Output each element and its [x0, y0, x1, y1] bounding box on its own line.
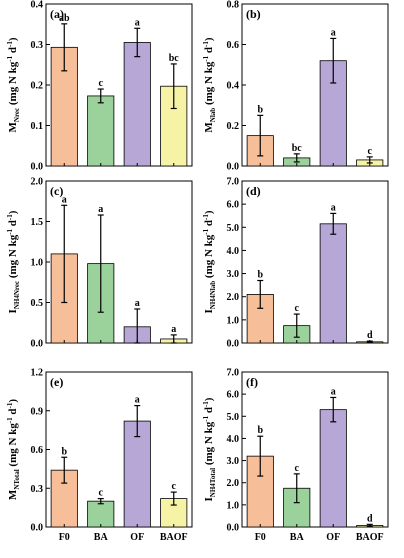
y-tick-label: 0.6 — [227, 40, 240, 51]
y-tick-label: 2.0 — [227, 478, 240, 489]
x-tick-label: F0 — [255, 532, 266, 543]
y-tick-label: 1.0 — [227, 500, 240, 511]
x-tick-label: BAOF — [160, 532, 188, 543]
significance-label: a — [331, 27, 336, 38]
x-tick-label: F0 — [59, 532, 70, 543]
panel-f: 0.0 1.0 2.0 3.0 4.0 5.0 6.0 7.0 b F0 c BA a OF d BAOF (f… — [202, 368, 389, 543]
y-axis-title: MNlab (mg N kg-1 d-1) — [202, 37, 217, 133]
significance-label: b — [61, 446, 67, 457]
y-tick-label: 1.5 — [31, 217, 44, 228]
y-axis-title: INH4Nlab (mg N kg-1 d-1) — [202, 210, 217, 313]
significance-label: b — [257, 104, 263, 115]
panel-label: (f) — [246, 375, 258, 389]
significance-label: d — [367, 513, 373, 524]
y-tick-label: 0.0 — [227, 339, 240, 350]
y-tick-label: 0.8 — [227, 0, 240, 11]
bar-ba — [87, 95, 115, 167]
significance-label: c — [172, 481, 177, 492]
y-tick-label: 0.1 — [31, 121, 44, 132]
y-tick-label: 1.0 — [227, 315, 240, 326]
bar-of — [123, 42, 151, 167]
significance-label: d — [367, 330, 373, 341]
panel-label: (b) — [246, 7, 261, 21]
y-tick-label: 2.0 — [227, 292, 240, 303]
significance-label: bc — [292, 143, 303, 154]
bar-of — [319, 223, 347, 344]
x-tick-label: BA — [94, 532, 109, 543]
significance-label: a — [331, 202, 336, 213]
significance-label: a — [135, 298, 140, 309]
significance-label: ab — [59, 13, 70, 24]
y-axis-title: INH4Nrec (mg N kg-1 d-1) — [6, 210, 21, 313]
y-tick-label: 1.0 — [31, 258, 44, 269]
significance-label: bc — [169, 53, 180, 64]
y-tick-label: 0.0 — [227, 162, 240, 173]
significance-label: a — [98, 204, 103, 215]
significance-label: a — [171, 324, 176, 335]
panel-label: (e) — [50, 375, 63, 389]
y-tick-label: 0.9 — [31, 406, 44, 417]
y-axis-title: INH4Total (mg N kg-1 d-1) — [202, 397, 217, 501]
significance-label: c — [295, 303, 300, 314]
panel-frame — [241, 371, 389, 528]
panel-d: 0.0 1.0 2.0 3.0 4.0 5.0 6.0 7.0 b c a d (d) INH4Nlab … — [202, 177, 389, 350]
x-tick-label: OF — [326, 532, 340, 543]
y-tick-label: 3.0 — [227, 456, 240, 467]
significance-label: c — [295, 463, 300, 474]
significance-label: c — [99, 78, 104, 89]
y-tick-label: 0.4 — [227, 81, 240, 92]
y-tick-label: 0.3 — [31, 40, 44, 51]
significance-label: c — [368, 146, 373, 157]
y-axis-title: MNrec (mg N kg-1 d-1) — [6, 37, 21, 132]
y-tick-label: 5.0 — [227, 412, 240, 423]
y-tick-label: 2.0 — [31, 177, 44, 188]
y-tick-label: 0.0 — [227, 523, 240, 534]
significance-label: b — [257, 270, 263, 281]
panel-b: 0.0 0.2 0.4 0.6 0.8 b bc a c (b) MNlab (mg N kg-1 … — [202, 0, 389, 173]
y-tick-label: 0.0 — [31, 162, 44, 173]
y-tick-label: 3.0 — [227, 269, 240, 280]
y-tick-label: 1.2 — [31, 368, 44, 379]
y-tick-label: 6.0 — [227, 200, 240, 211]
panel-label: (a) — [50, 7, 64, 21]
y-tick-label: 7.0 — [227, 177, 240, 188]
panel-frame — [241, 180, 389, 344]
significance-label: c — [99, 488, 104, 499]
y-tick-label: 4.0 — [227, 246, 240, 257]
y-tick-label: 6.0 — [227, 390, 240, 401]
panel-label: (c) — [50, 184, 63, 198]
y-tick-label: 4.0 — [227, 434, 240, 445]
y-tick-label: 0.4 — [31, 0, 44, 11]
bar-of — [319, 409, 347, 528]
significance-label: a — [135, 395, 140, 406]
y-axis-title: MNTotal (mg N kg-1 d-1) — [6, 399, 21, 500]
bar-ba — [87, 500, 115, 528]
y-tick-label: 0.0 — [31, 523, 44, 534]
significance-label: a — [135, 17, 140, 28]
y-tick-label: 0.3 — [31, 484, 44, 495]
x-tick-label: OF — [130, 532, 144, 543]
x-tick-label: BAOF — [356, 532, 384, 543]
y-tick-label: 0.2 — [227, 121, 240, 132]
y-tick-label: 0.5 — [31, 298, 44, 309]
y-tick-label: 0.6 — [31, 445, 44, 456]
panel-label: (d) — [246, 184, 261, 198]
x-tick-label: BA — [290, 532, 305, 543]
panel-e: 0.0 0.3 0.6 0.9 1.2 b F0 c BA a OF c BAOF (e) MNTotal … — [6, 368, 193, 543]
significance-label: a — [331, 386, 336, 397]
significance-label: a — [62, 194, 67, 205]
y-tick-label: 5.0 — [227, 223, 240, 234]
y-tick-label: 0.2 — [31, 81, 44, 92]
y-tick-label: 0.0 — [31, 339, 44, 350]
y-tick-label: 7.0 — [227, 368, 240, 379]
significance-label: b — [257, 425, 263, 436]
